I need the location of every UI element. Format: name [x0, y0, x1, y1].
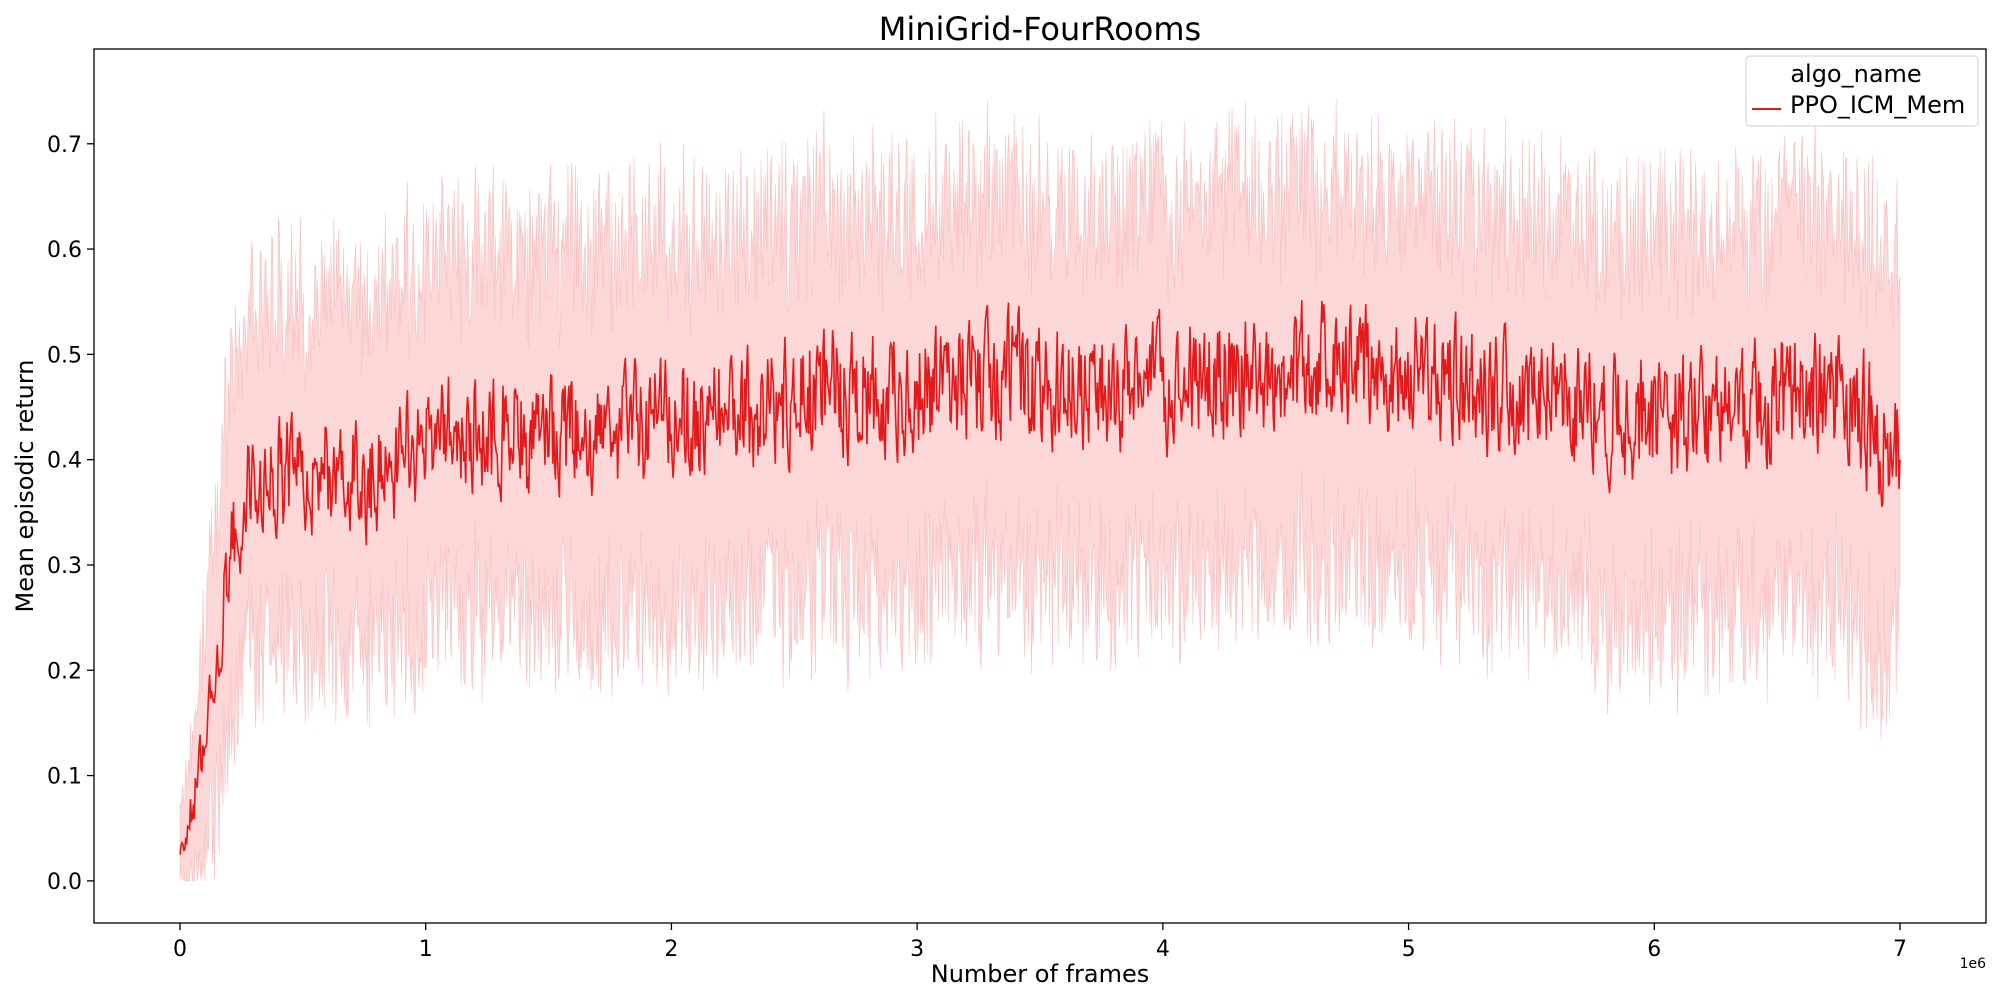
x-axis-offset-label: 1e6 — [1960, 956, 1987, 972]
y-tick-label: 0.6 — [47, 238, 82, 263]
legend-box — [1745, 55, 1979, 127]
y-axis-label: Mean episodic return — [11, 360, 39, 613]
x-tick-label: 6 — [1647, 937, 1661, 962]
x-tick-label: 3 — [910, 937, 924, 962]
confidence-band-layer — [179, 97, 1901, 882]
confidence-band — [179, 97, 1901, 882]
x-tick-label: 4 — [1156, 937, 1170, 962]
legend: algo_name PPO_ICM_Mem — [1745, 55, 1979, 127]
y-tick-label: 0.5 — [47, 343, 82, 368]
y-tick-label: 0.0 — [47, 870, 82, 895]
chart-title: MiniGrid-FourRooms — [879, 10, 1201, 48]
y-axis: 0.0 0.1 0.2 0.3 0.4 0.5 0.6 0.7 — [47, 133, 94, 895]
legend-series-label: PPO_ICM_Mem — [1790, 91, 1965, 119]
y-tick-label: 0.4 — [47, 449, 82, 474]
x-tick-label: 0 — [173, 937, 187, 962]
y-tick-label: 0.3 — [47, 554, 82, 579]
series-line-layer — [179, 300, 1901, 855]
x-tick-label: 2 — [664, 937, 678, 962]
x-tick-label: 5 — [1402, 937, 1416, 962]
x-tick-label: 1 — [419, 937, 433, 962]
y-tick-label: 0.7 — [47, 133, 82, 158]
legend-title: algo_name — [1790, 60, 1921, 88]
series-line — [179, 300, 1901, 855]
y-tick-label: 0.1 — [47, 765, 82, 790]
plot-frame — [93, 48, 1987, 924]
y-tick-label: 0.2 — [47, 659, 82, 684]
x-tick-label: 7 — [1893, 937, 1907, 962]
x-axis: 0 1 2 3 4 5 6 7 — [173, 923, 1907, 962]
x-axis-label: Number of frames — [931, 960, 1149, 988]
